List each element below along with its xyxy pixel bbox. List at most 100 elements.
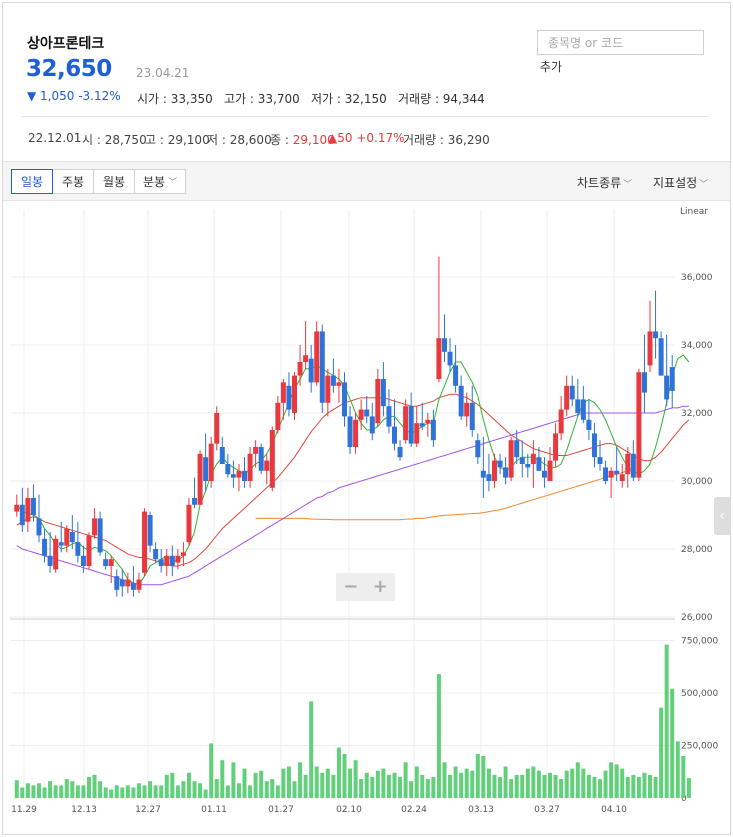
candle-body [358, 409, 364, 420]
candle-body [19, 504, 25, 526]
x-tick-label: 12.27 [135, 805, 161, 815]
candle-body [441, 338, 447, 352]
volume-bar [320, 772, 325, 798]
candle-body [14, 504, 20, 512]
candle-body [92, 518, 98, 536]
volume-bar [536, 770, 541, 798]
tab-monthly[interactable]: 월봉 [93, 169, 135, 194]
candle-body [303, 355, 309, 362]
candle-body [480, 470, 486, 478]
volume-bar [153, 785, 158, 798]
ma20-line [16, 393, 690, 567]
candle-body [641, 372, 647, 393]
candle-body [658, 338, 664, 376]
prev-date: 22.12.01 [28, 131, 82, 145]
candle-body [536, 457, 542, 471]
volume-tick-label: 0 [681, 794, 687, 804]
zoom-out-button[interactable]: − [343, 576, 359, 597]
volume-bar [42, 787, 47, 798]
volume-bar [370, 777, 375, 798]
volume-bar [70, 781, 75, 798]
low-price: 저가 : 32,150 [311, 92, 387, 106]
chevron-left-icon[interactable]: ‹ [714, 497, 730, 535]
volume-bar [14, 780, 19, 798]
volume-bar [353, 760, 358, 798]
candle-body [108, 559, 114, 566]
volume-bar [542, 774, 547, 798]
prev-high: 고 : 29,100 [145, 133, 210, 147]
ma120-line [255, 470, 634, 521]
add-button[interactable]: 추가 [540, 60, 563, 74]
candle-body [114, 576, 120, 590]
candle-body [286, 385, 292, 410]
candle-body [519, 457, 525, 464]
candle-body [419, 423, 425, 427]
candle-body [314, 331, 320, 383]
candle-body [425, 419, 431, 424]
volume-bar [436, 674, 441, 798]
prev-close-value: 29,100 [292, 133, 335, 147]
volume-bar [286, 766, 291, 798]
current-price: 32,650 [26, 56, 112, 82]
volume-bar [364, 772, 369, 798]
candle-body [586, 419, 592, 430]
chart-type-dropdown[interactable]: 차트종류 ﹀ [577, 174, 632, 191]
candle-body [580, 399, 586, 420]
volume-bar [381, 768, 386, 798]
indicator-settings-label: 지표설정 [653, 176, 698, 190]
candle-body [364, 409, 370, 417]
candle-body [530, 453, 536, 464]
candle-body [253, 447, 259, 454]
candle-body [347, 416, 353, 447]
x-tick-label: 12.13 [71, 805, 97, 815]
open-price: 시가 : 33,350 [137, 92, 213, 106]
x-tick-label: 02.10 [336, 805, 362, 815]
candle-body [475, 440, 481, 458]
candle-body [353, 419, 359, 447]
low-value: 32,150 [344, 92, 387, 106]
volume-bar [203, 789, 208, 798]
volume-label: 거래량 [398, 92, 432, 106]
x-tick-label: 04.10 [601, 805, 627, 815]
candle-body [119, 579, 125, 587]
y-tick-label: 36,000 [681, 273, 713, 283]
candle-body [541, 470, 547, 478]
candle-body [64, 528, 70, 546]
volume-bar [392, 772, 397, 798]
candle-body [58, 542, 64, 546]
candle-body [375, 379, 381, 424]
indicator-settings-dropdown[interactable]: 지표설정 ﹀ [653, 174, 708, 191]
candle-body [497, 460, 503, 468]
tab-daily[interactable]: 일봉 [11, 169, 53, 194]
volume-bar [425, 779, 430, 798]
candle-body [464, 402, 470, 417]
scale-label: Linear [680, 207, 708, 217]
y-tick-label: 34,000 [681, 341, 713, 351]
volume-bar [31, 785, 36, 798]
volume-bar [603, 770, 608, 798]
volume-bar [264, 781, 269, 798]
volume-bar [448, 774, 453, 798]
volume-bar [125, 785, 130, 798]
candle-body [136, 579, 142, 590]
volume-bar [275, 785, 280, 798]
candle-body [369, 416, 375, 434]
tab-minute[interactable]: 분봉 ﹀ [134, 169, 186, 194]
volume-bar [470, 770, 475, 798]
volume-bar [614, 764, 619, 798]
volume-bar [86, 777, 91, 798]
candle-body [380, 379, 386, 407]
prev-close: 종 : 29,100 [270, 131, 335, 148]
stock-search-input[interactable] [537, 30, 704, 55]
candle-body [158, 559, 164, 566]
tab-weekly[interactable]: 주봉 [52, 169, 94, 194]
x-tick-label: 02.24 [401, 805, 427, 815]
candle-body [153, 549, 159, 560]
candle-body [142, 511, 148, 573]
zoom-in-button[interactable]: + [372, 576, 388, 597]
candle-body [597, 457, 603, 464]
volume-bar [553, 774, 558, 798]
volume-bar [431, 777, 436, 798]
candle-body [130, 583, 136, 590]
